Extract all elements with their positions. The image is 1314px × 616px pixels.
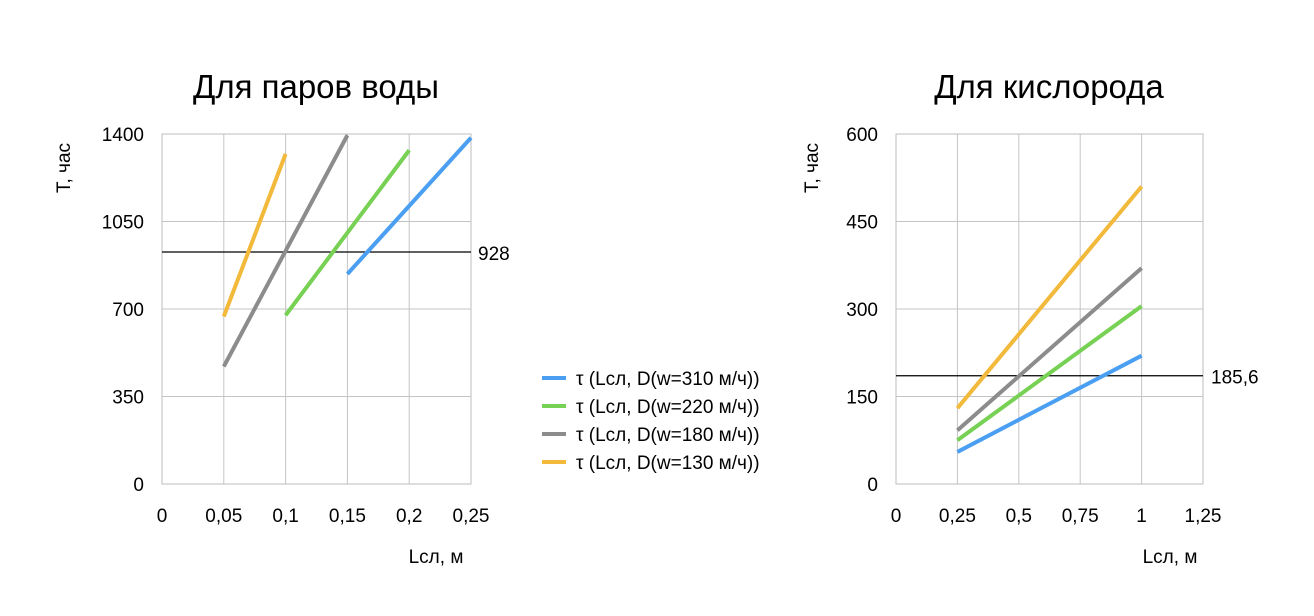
- x-axis-label: Lсл, м: [409, 547, 464, 568]
- x-tick-label: 0: [157, 506, 168, 527]
- x-tick-label: 1: [1136, 506, 1147, 527]
- reference-line-label: 185,6: [1211, 368, 1259, 389]
- y-tick-label: 350: [112, 388, 144, 409]
- series-line-3: [221, 153, 288, 318]
- x-tick-label: 0,05: [205, 506, 242, 527]
- plot-frame: [161, 133, 472, 485]
- legend: τ (Lсл, D(w=310 м/ч)) τ (Lсл, D(w=220 м/ч…: [542, 369, 760, 474]
- y-tick-label: 0: [867, 475, 878, 496]
- y-tick-label: 450: [846, 213, 878, 234]
- reference-line-label: 928: [478, 244, 510, 265]
- series-line-1: [956, 304, 1143, 442]
- legend-label-0: τ (Lсл, D(w=310 м/ч)): [576, 369, 760, 390]
- y-tick-label: 1050: [102, 213, 144, 234]
- x-tick-label: 0: [891, 506, 902, 527]
- x-axis-label: Lсл, м: [1143, 547, 1198, 568]
- x-tick-label: 0,75: [1062, 506, 1099, 527]
- chart-title: Для кислорода: [934, 68, 1164, 105]
- x-tick-label: 0,1: [272, 506, 298, 527]
- legend-label-1: τ (Lсл, D(w=220 м/ч)): [576, 397, 760, 418]
- y-tick-label: 0: [133, 475, 144, 496]
- y-axis-label: T, час: [54, 143, 75, 193]
- series-line-2: [956, 266, 1143, 432]
- y-axis-label: T, час: [802, 143, 823, 193]
- x-tick-label: 0,25: [453, 506, 490, 527]
- y-tick-label: 600: [846, 125, 878, 146]
- plot-frame: [895, 133, 1204, 485]
- series-line-0: [956, 353, 1143, 454]
- y-tick-label: 700: [112, 300, 144, 321]
- x-tick-label: 1,25: [1185, 506, 1222, 527]
- y-tick-label: 150: [846, 388, 878, 409]
- x-tick-label: 0,5: [1006, 506, 1032, 527]
- chart-oxygen: Для кислорода 0 0,25 0,5 0,75 1 1,25 0 150 300 450…: [802, 68, 1259, 568]
- chart-water-vapor: Для паров воды 0 0,05 0,1 0,15 0,2 0,25 0 350 700…: [54, 68, 510, 568]
- series-line-2: [222, 134, 350, 368]
- y-tick-label: 300: [846, 300, 878, 321]
- x-tick-label: 0,2: [396, 506, 422, 527]
- series-line-1: [283, 149, 411, 317]
- y-tick-label: 1400: [102, 125, 144, 146]
- series-line-3: [955, 185, 1144, 410]
- legend-label-3: τ (Lсл, D(w=130 м/ч)): [576, 453, 760, 474]
- x-tick-label: 0,15: [329, 506, 366, 527]
- chart-title: Для паров воды: [193, 68, 439, 105]
- series-line-0: [345, 136, 473, 276]
- legend-label-2: τ (Lсл, D(w=180 м/ч)): [576, 425, 760, 446]
- x-tick-label: 0,25: [939, 506, 976, 527]
